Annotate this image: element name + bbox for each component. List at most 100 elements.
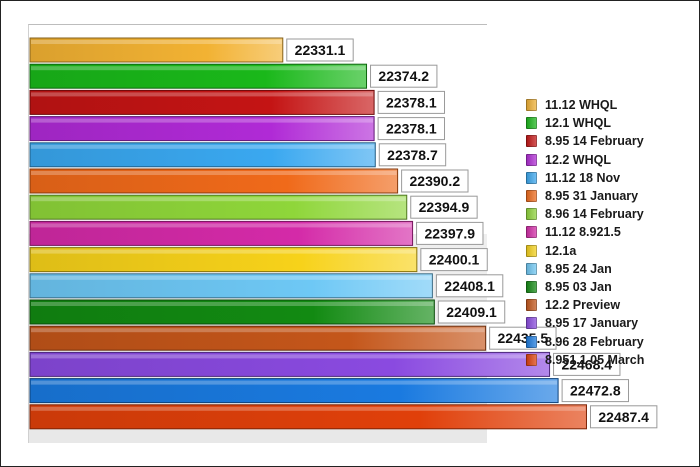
bar [29,168,399,194]
legend-item: 8.951.1 05 March [526,351,696,369]
data-label-box [561,379,630,403]
legend-label: 11.12 8.921.5 [545,225,621,240]
legend-item: 8.95 31 January [526,187,696,205]
data-label: 22397.9 [424,225,475,241]
bar [29,194,408,220]
legend-item: 12.2 Preview [526,296,696,314]
bar [29,37,284,63]
data-label: 22378.1 [386,121,437,137]
legend-item: 8.96 28 February [526,332,696,350]
legend-item: 8.95 03 Jan [526,278,696,296]
bar-highlight [31,40,282,44]
legend-swatch [526,317,537,330]
legend-swatch [526,335,537,348]
bar [29,142,376,168]
data-label-box [420,248,488,272]
data-label: 22400.1 [429,252,480,268]
legend-label: 11.12 WHQL [545,98,618,113]
bar-highlight [31,302,434,306]
legend-item: 11.12 WHQL [526,96,696,114]
legend-swatch [526,135,537,148]
legend-label: 8.96 28 February [545,334,644,349]
data-label-box [437,300,506,324]
data-label: 22374.2 [378,68,429,84]
bar [29,116,375,142]
legend-swatch [526,117,537,130]
bar-highlight [31,144,375,149]
legend-swatch [526,153,537,166]
legend-item: 8.95 24 Jan [526,260,696,278]
legend-label: 8.95 24 Jan [545,261,612,276]
data-label: 22378.7 [387,147,438,163]
bar [29,351,551,377]
legend-label: 12.2 Preview [545,298,621,313]
legend-label: 12.1a [545,243,577,258]
data-label: 22390.2 [410,173,461,189]
legend-label: 8.95 17 January [545,316,639,331]
legend-swatch [526,262,537,275]
data-label-box [378,143,447,167]
bar [29,325,487,351]
legend-swatch [526,99,537,112]
data-label-box [377,117,446,141]
legend-swatch [526,244,537,257]
bar-highlight [31,275,432,280]
data-label: 22487.4 [598,409,649,425]
legend-swatch [526,280,537,293]
bar-highlight [31,118,374,123]
bar-highlight [31,354,549,359]
legend-label: 12.2 WHQL [545,152,611,167]
bar [29,247,418,273]
data-label-box [589,405,658,429]
data-label: 22468.4 [561,356,612,372]
legend-item: 12.2 WHQL [526,151,696,169]
data-label: 22408.1 [444,278,495,294]
bar [29,299,435,325]
legend-swatch [526,353,537,366]
data-label-box [401,169,469,193]
legend-swatch [526,208,537,221]
bar-highlight [31,197,406,202]
legend-label: 12.1 WHQL [545,116,611,131]
data-label-box [489,326,557,350]
legend-swatch [526,299,537,312]
legend-label: 8.951.1 05 March [545,352,645,367]
legend-item: 12.1 WHQL [526,114,696,132]
legend: 11.12 WHQL 12.1 WHQL 8.95 14 February 12.2 … [526,96,696,369]
data-label: 22472.8 [570,383,621,399]
bar-highlight [31,223,412,228]
bar-highlight [31,249,416,254]
data-label-box [416,221,484,245]
bar [29,220,414,246]
legend-label: 8.95 03 Jan [545,279,612,294]
legend-label: 11.12 18 Nov [545,170,621,185]
bar-highlight [31,66,366,71]
legend-item: 8.95 14 February [526,132,696,150]
legend-item: 11.12 8.921.5 [526,223,696,241]
data-label-box [370,64,438,88]
legend-item: 8.96 14 February [526,205,696,223]
legend-swatch [526,226,537,239]
bar-highlight [31,171,397,175]
data-label: 22394.9 [419,199,470,215]
legend-label: 8.95 14 February [545,134,644,149]
legend-label: 8.96 14 February [545,207,644,222]
data-label-box [410,195,478,219]
data-label: 22409.1 [446,304,497,320]
data-label: 22378.1 [386,94,437,110]
data-label-box [286,38,354,62]
legend-item: 12.1a [526,242,696,260]
bar [29,404,587,430]
bar-highlight [31,328,485,333]
bar [29,63,368,89]
data-label-box [377,90,446,114]
legend-label: 8.95 31 January [545,189,639,204]
legend-swatch [526,190,537,203]
bar [29,273,433,299]
legend-swatch [526,171,537,184]
legend-item: 11.12 18 Nov [526,169,696,187]
bar-highlight [31,380,558,385]
legend-item: 8.95 17 January [526,314,696,332]
bar-highlight [31,406,586,411]
